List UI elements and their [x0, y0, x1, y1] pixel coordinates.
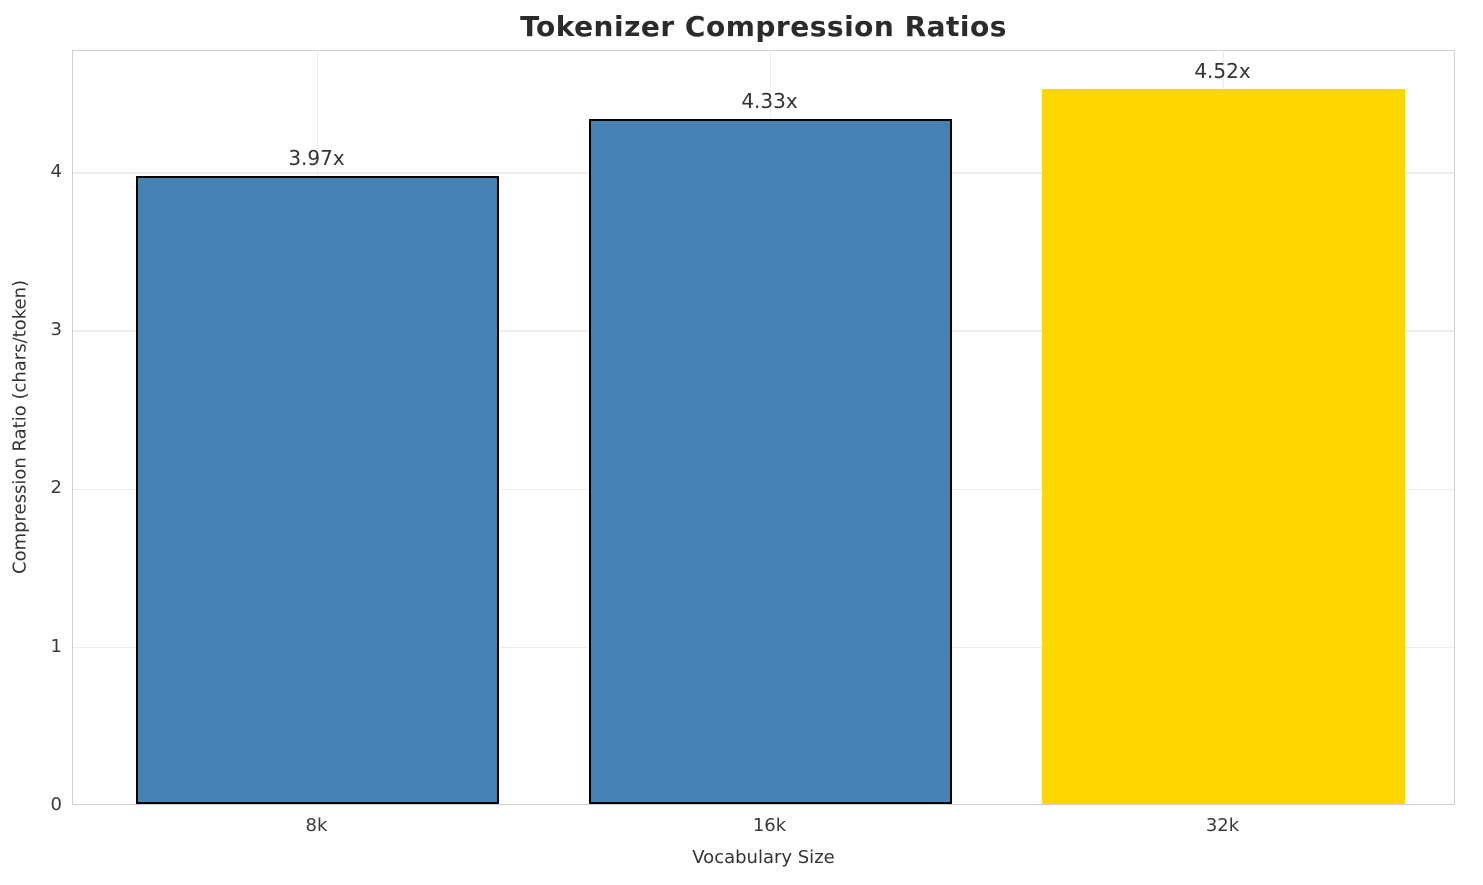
- bar-8k: [136, 175, 499, 804]
- chart-title: Tokenizer Compression Ratios: [520, 10, 1007, 43]
- y-tick-label: 1: [50, 635, 62, 657]
- x-tick-label: 8k: [305, 815, 328, 836]
- y-tick-label: 0: [50, 794, 62, 815]
- y-tick-label: 4: [50, 160, 62, 182]
- plot-area: [72, 50, 1455, 805]
- bar-32k: [1042, 88, 1405, 804]
- x-tick-label: 16k: [752, 815, 787, 836]
- x-tick-label: 32k: [1205, 815, 1240, 836]
- x-axis-label: Vocabulary Size: [692, 847, 835, 868]
- bar-value-label: 4.33x: [741, 88, 798, 113]
- y-tick-label: 2: [50, 477, 62, 499]
- bar-16k: [589, 118, 952, 804]
- y-axis-label: Compression Ratio (chars/token): [9, 279, 31, 574]
- bar-value-label: 3.97x: [288, 145, 345, 170]
- bar-value-label: 4.52x: [1194, 58, 1251, 83]
- y-tick-label: 3: [50, 319, 62, 341]
